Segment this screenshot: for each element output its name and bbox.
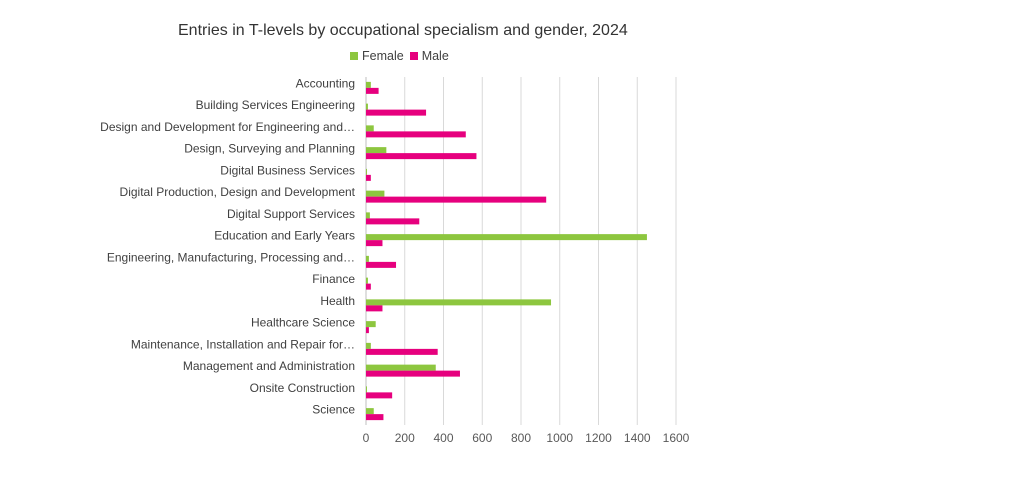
category-label: Science [312, 403, 355, 417]
category-label: Education and Early Years [214, 229, 355, 243]
legend-item-female: Female [350, 49, 404, 63]
bar-male [366, 414, 384, 421]
category-label: Accounting [296, 76, 355, 90]
bar-female [366, 364, 436, 371]
bar-male [366, 327, 369, 334]
bar-male [366, 131, 466, 138]
bar-male [366, 261, 397, 268]
category-label: Finance [312, 272, 355, 286]
category-label: Management and Administration [183, 359, 355, 373]
bar-male [366, 392, 393, 399]
x-tick-label: 1200 [585, 431, 612, 445]
bar-male [366, 87, 379, 94]
bar-female [366, 299, 552, 306]
category-label: Onsite Construction [250, 381, 355, 395]
category-label: Healthcare Science [251, 316, 355, 330]
legend-label-female: Female [362, 49, 404, 63]
category-label: Digital Business Services [220, 163, 355, 177]
bar-female [366, 125, 374, 132]
x-tick-label: 1000 [546, 431, 573, 445]
legend: Female Male [350, 49, 449, 63]
bar-female [366, 81, 371, 88]
bar-male [366, 174, 371, 181]
legend-swatch-male [409, 52, 418, 60]
bar-female [366, 234, 647, 241]
bar-male [366, 240, 383, 247]
legend-item-male: Male [409, 49, 449, 63]
bar-male [366, 370, 460, 377]
bar-male [366, 218, 420, 225]
x-tick-label: 400 [433, 431, 453, 445]
bar-female [366, 168, 367, 175]
category-label: Design, Surveying and Planning [184, 142, 355, 156]
bar-female [366, 321, 376, 328]
bar-female [366, 342, 371, 349]
legend-swatch-female [350, 52, 358, 60]
category-label: Engineering, Manufacturing, Processing a… [107, 250, 355, 264]
category-label: Maintenance, Installation and Repair for… [131, 337, 355, 351]
bar-male [366, 348, 438, 355]
bar-female [366, 212, 370, 219]
x-tick-label: 600 [472, 431, 492, 445]
category-label: Digital Support Services [227, 207, 355, 221]
x-tick-label: 200 [395, 431, 415, 445]
category-label: Digital Production, Design and Developme… [120, 185, 356, 199]
x-tick-label: 1400 [624, 431, 651, 445]
bar-female [366, 386, 367, 393]
bar-female [366, 147, 387, 154]
bar-female [366, 277, 368, 284]
bar-male [366, 305, 383, 312]
bar-male [366, 153, 477, 160]
x-tick-label: 0 [363, 431, 370, 445]
category-label: Health [320, 294, 355, 308]
category-label: Design and Development for Engineering a… [100, 120, 355, 134]
bar-male [366, 109, 427, 116]
bar-male [366, 283, 371, 290]
legend-label-male: Male [421, 49, 449, 63]
category-label: Building Services Engineering [196, 98, 355, 112]
x-tick-label: 1600 [663, 431, 690, 445]
x-tick-label: 800 [511, 431, 531, 445]
bar-female [366, 408, 374, 415]
bar-female [366, 103, 368, 110]
bar-female [366, 190, 385, 197]
bar-male [366, 196, 547, 203]
bar-female [366, 255, 369, 262]
chart-title: Entries in T-levels by occupational spec… [178, 22, 628, 39]
